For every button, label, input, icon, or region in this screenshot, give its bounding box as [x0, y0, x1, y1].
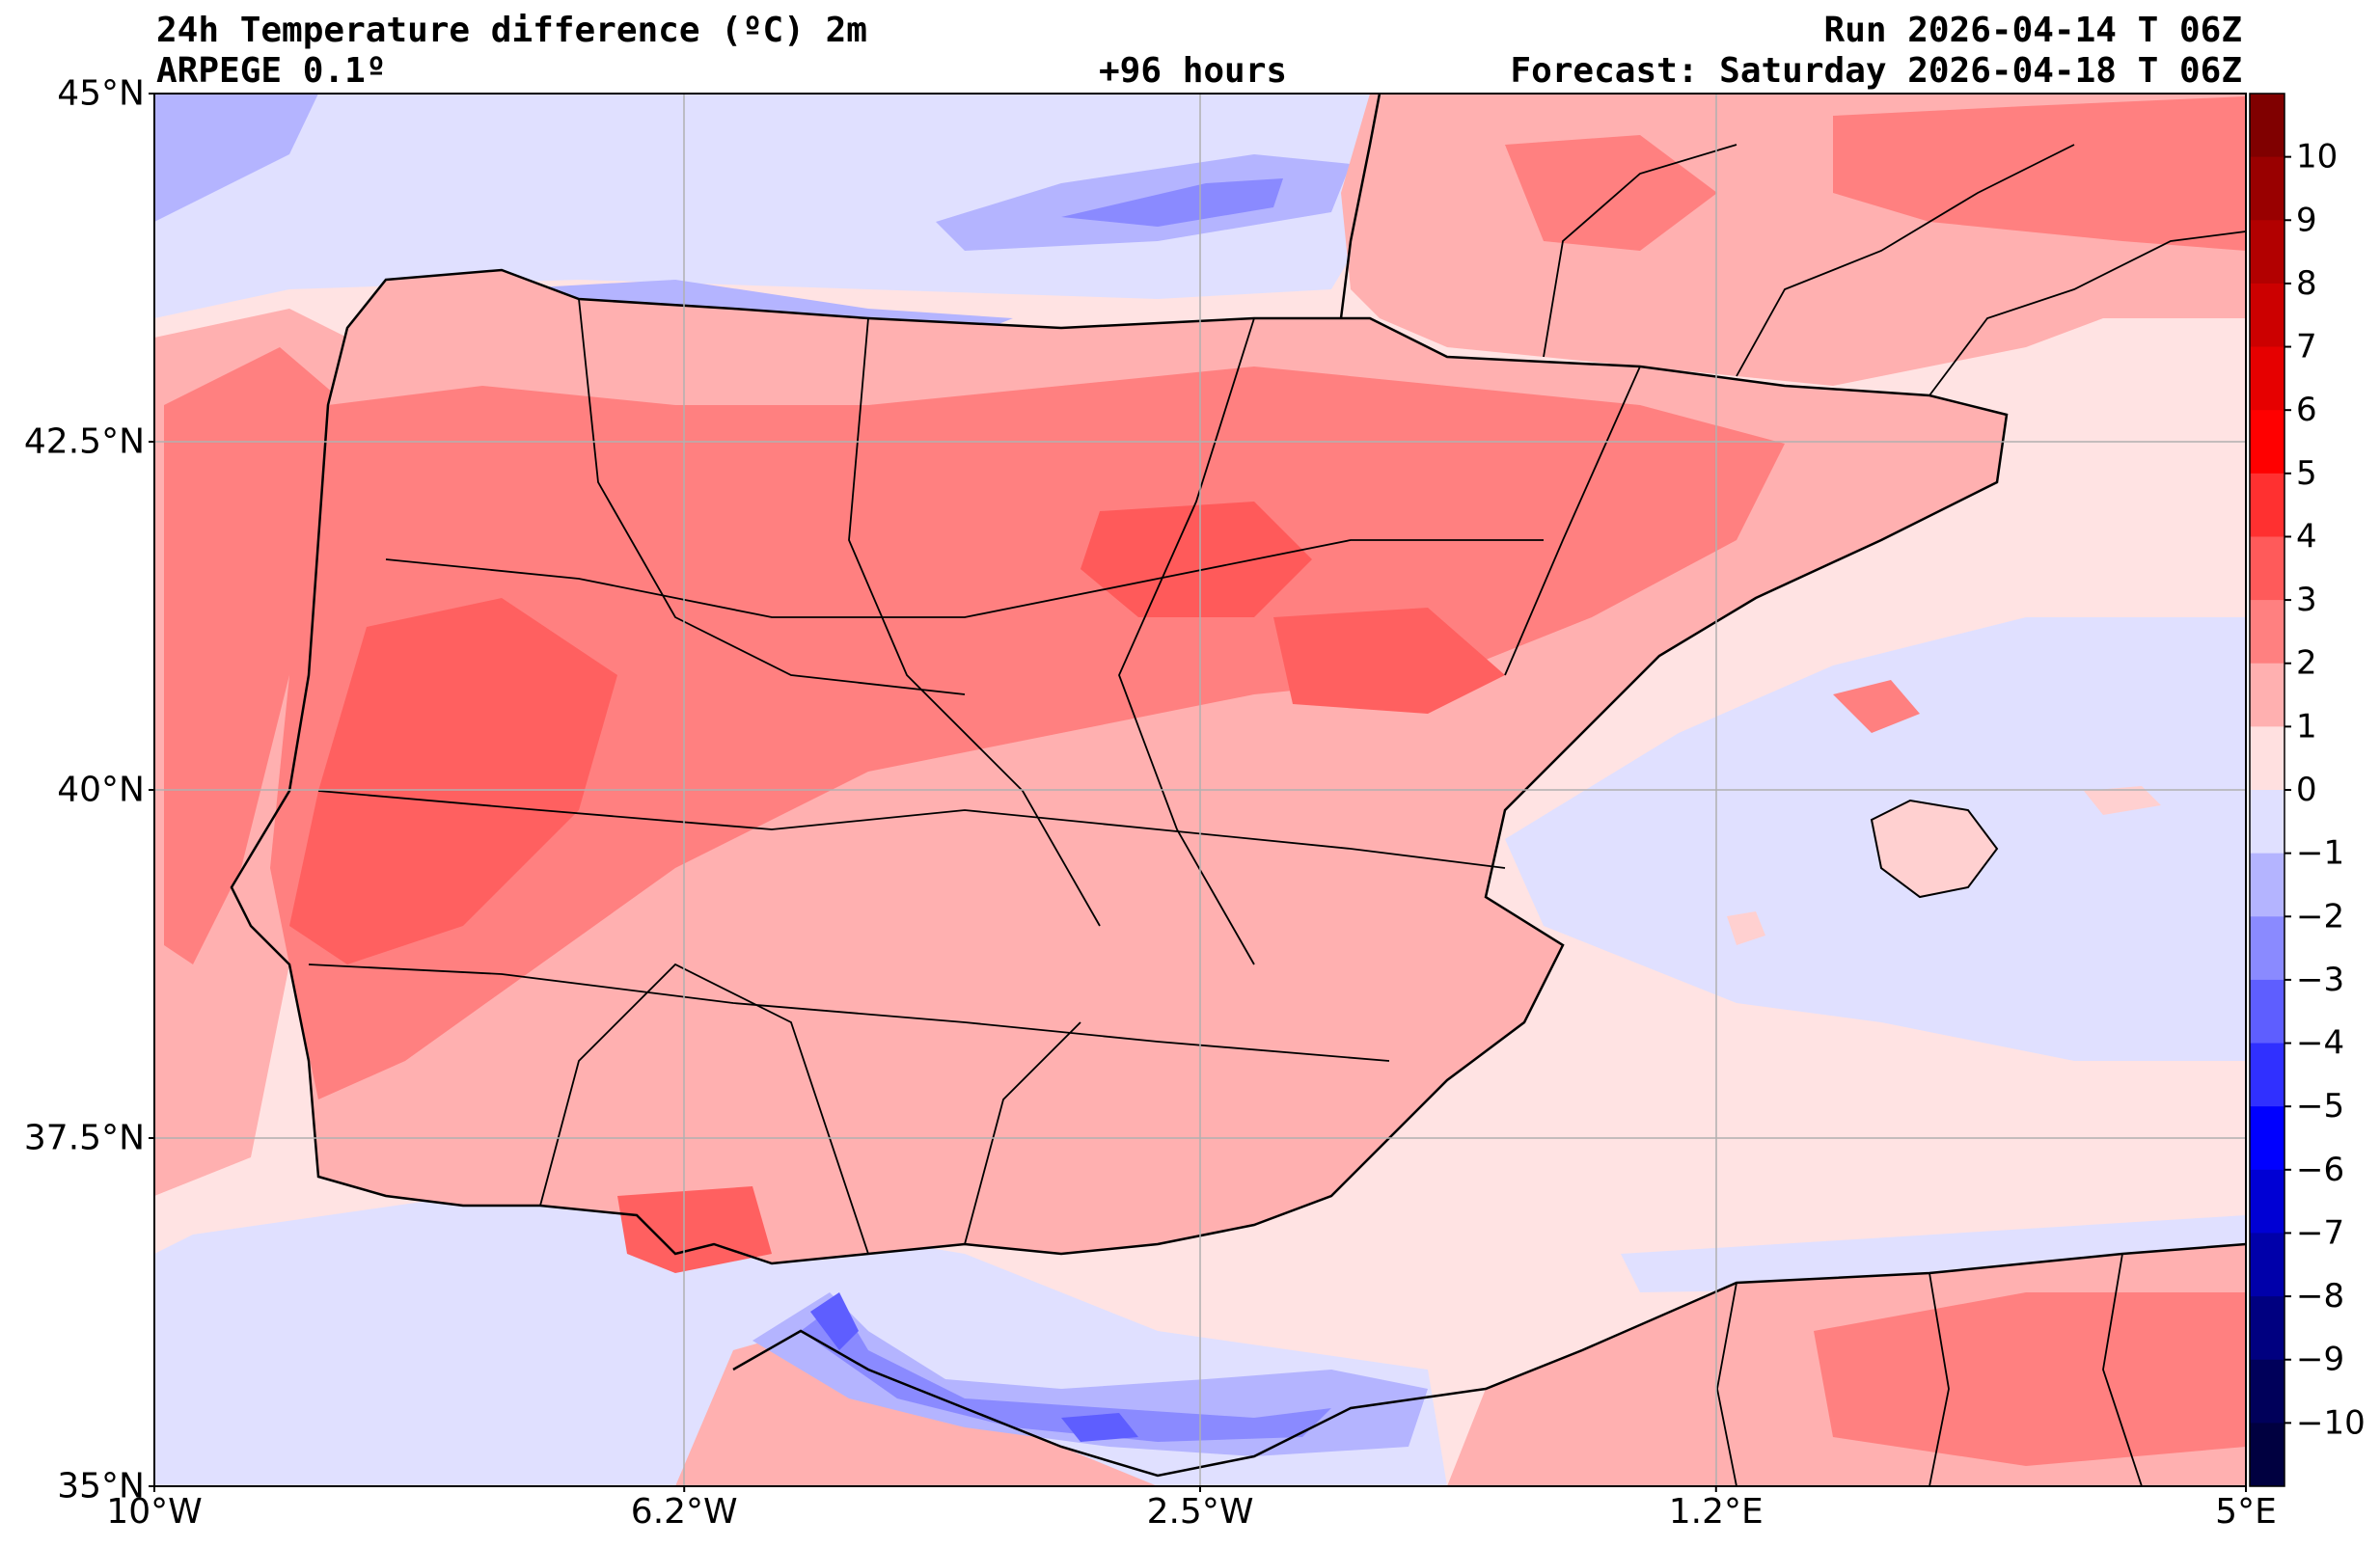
colorbar-tick-label: 9 [2296, 201, 2317, 239]
model-label: ARPEGE 0.1º [156, 51, 387, 91]
land-iberia-hot [270, 366, 1785, 1099]
lon-tick-label: 5°E [2215, 1492, 2277, 1532]
colorbar-segment [2250, 94, 2284, 158]
land-iberia-hot-3 [1081, 502, 1312, 617]
forecast-label: Forecast: Saturday 2026-04-18 T 06Z [1510, 51, 2242, 91]
colorbar-segment [2250, 1043, 2284, 1107]
lat-tick-label: 42.5°N [24, 422, 145, 462]
colorbar-tick-label: −10 [2296, 1403, 2366, 1442]
colorbar-segment [2250, 1296, 2284, 1361]
colorbar-tick-label: −5 [2296, 1087, 2344, 1126]
colorbar-tick-label: 1 [2296, 707, 2317, 746]
run-label: Run 2026-04-14 T 06Z [1823, 11, 2242, 50]
colorbar-segment [2250, 1106, 2284, 1171]
colorbar-tick-label: 2 [2296, 644, 2317, 683]
map-title: 24h Temperature difference (ºC) 2m [156, 11, 867, 50]
colorbar-segment [2250, 410, 2284, 475]
colorbar-segment [2250, 663, 2284, 727]
lon-tick-label: 10°W [106, 1492, 202, 1532]
axis-ticks: 45°N 42.5°N 40°N 37.5°N 35°N10°W 6.2°W 2.5°W 1.… [24, 74, 2277, 1533]
colorbar-tick-label: −2 [2296, 897, 2344, 936]
land-iberia-hot-4 [1273, 608, 1505, 714]
colorbar-tick-label: 4 [2296, 517, 2317, 556]
land-france-hot-2 [1505, 135, 1717, 251]
colorbar-segment [2250, 600, 2284, 665]
coastline-iberia [230, 268, 2009, 1265]
coastline-france [1339, 94, 1381, 319]
colorbar-segment [2250, 473, 2284, 537]
colorbar-tick-label: 3 [2296, 581, 2317, 619]
colorbar-tick-label: 5 [2296, 454, 2317, 493]
land-menorca [2084, 786, 2161, 815]
colorbar-tick-label: 10 [2296, 138, 2338, 176]
colorbar-tick-label: 6 [2296, 391, 2317, 429]
land-ibiza [1727, 911, 1765, 945]
lon-tick-label: 6.2°W [631, 1492, 738, 1532]
coastline-mallorca [1870, 799, 1999, 899]
colorbar-segment [2250, 916, 2284, 981]
colorbar-segment [2250, 156, 2284, 221]
lat-tick-label: 35°N [57, 1467, 145, 1506]
lon-tick-label: 1.2°E [1669, 1492, 1764, 1532]
lat-tick-label: 40°N [57, 771, 145, 810]
colorbar-segment [2250, 283, 2284, 348]
colorbar-tick-label: −7 [2296, 1213, 2344, 1252]
coastline-africa [732, 1242, 2246, 1478]
land-france-hot [1833, 96, 2246, 251]
colorbar-segment [2250, 1359, 2284, 1424]
land-mallorca [1872, 801, 1997, 897]
land-north-africa-hot [1814, 1292, 2246, 1466]
colorbar-segment [2250, 853, 2284, 917]
colorbar-segment [2250, 346, 2284, 411]
colorbar-tick-label: −9 [2296, 1341, 2344, 1379]
colorbar-tick-label: 0 [2296, 771, 2317, 809]
lat-tick-label: 37.5°N [24, 1119, 145, 1158]
hot-patch-sea [1833, 680, 1920, 733]
warm-tongue-atlantic-2 [164, 347, 347, 964]
colorbar-segment [2250, 1169, 2284, 1234]
colorbar-segment [2250, 1423, 2284, 1487]
cold-patch-nw [154, 94, 318, 222]
colorbar-segment [2250, 220, 2284, 285]
colorbar-tick-label: −6 [2296, 1151, 2344, 1189]
colorbar-segment [2250, 790, 2284, 855]
grid-lines [154, 94, 2246, 1486]
cold-core-alboran-2 [1061, 1413, 1138, 1442]
colorbar-segment [2250, 726, 2284, 791]
colorbar-tick-label: −1 [2296, 834, 2344, 873]
region-borders [308, 144, 2246, 1486]
cold-patch-biscay-2 [1061, 178, 1283, 227]
colorbar-segment [2250, 536, 2284, 601]
lat-tick-label: 45°N [57, 74, 145, 114]
colorbar-tick-label: −8 [2296, 1277, 2344, 1316]
lon-tick-label: 2.5°W [1147, 1492, 1254, 1532]
colorbar-tick-label: −3 [2296, 961, 2344, 999]
lead-time-label: +96 hours [1099, 51, 1288, 91]
colorbar-tick-label: −4 [2296, 1024, 2344, 1063]
cold-plume-alboran-2 [801, 1302, 1331, 1442]
cold-plume-alboran [752, 1292, 1428, 1456]
land-iberia-hot-2 [289, 598, 617, 964]
colorbar-tick-label: 8 [2296, 264, 2317, 303]
cold-core-alboran [810, 1292, 859, 1350]
cool-area-biscay [154, 94, 1389, 318]
colorbar-segment [2250, 979, 2284, 1045]
colorbar-segment [2250, 1233, 2284, 1297]
map-area [154, 94, 2246, 1486]
colorbar-tick-label: 7 [2296, 328, 2317, 366]
